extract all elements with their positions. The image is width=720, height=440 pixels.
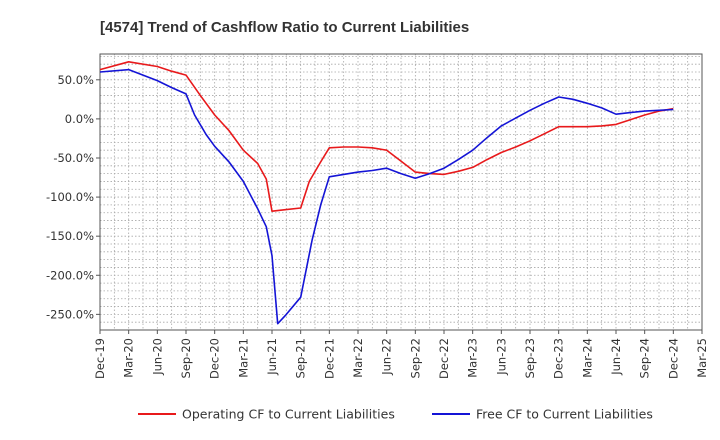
series-line-2: [99, 68, 674, 325]
x-tick-label: Dec-24: [666, 338, 680, 379]
y-tick-label: 50.0%: [57, 73, 94, 87]
y-tick-label: -100.0%: [46, 190, 94, 204]
x-tick-label: Dec-19: [93, 338, 107, 379]
x-tick-label: Sep-24: [638, 338, 652, 378]
plot-frame: [99, 53, 703, 331]
x-tick-label: Mar-24: [580, 338, 594, 378]
x-tick-label: Dec-23: [552, 338, 566, 379]
plot-area: 50.0% 0.0% -50.0% -100.0% -150.0% -200.0% -250…: [46, 53, 709, 379]
x-tick-label: Jun-20: [150, 338, 164, 376]
x-tick-label: Sep-21: [294, 338, 308, 378]
y-tick-label: -150.0%: [46, 229, 94, 243]
y-tick-label: -200.0%: [46, 268, 94, 282]
legend-label-1: Operating CF to Current Liabilities: [182, 407, 395, 422]
x-tick-label: Sep-23: [523, 338, 537, 378]
x-tick-label: Jun-23: [494, 338, 508, 376]
series-line-1: [99, 60, 674, 212]
x-tick-label: Sep-20: [179, 338, 193, 378]
x-tick-label: Jun-21: [265, 338, 279, 376]
legend-label-2: Free CF to Current Liabilities: [476, 407, 653, 422]
x-tick-label: Jun-22: [380, 338, 394, 376]
x-tick-label: Jun-24: [609, 338, 623, 376]
x-tick-label: Dec-21: [322, 338, 336, 379]
chart-title: [4574] Trend of Cashflow Ratio to Curren…: [100, 19, 469, 36]
x-tick-label: Dec-20: [208, 338, 222, 379]
x-tick-label: Mar-21: [236, 338, 250, 378]
x-tick-label: Mar-20: [122, 338, 136, 378]
x-tick-label: Mar-25: [695, 338, 709, 378]
x-tick-label: Dec-22: [437, 338, 451, 379]
legend: Operating CF to Current Liabilities Free …: [138, 407, 653, 422]
y-tick-label: -250.0%: [46, 307, 94, 321]
y-tick-label: 0.0%: [65, 112, 94, 126]
x-tick-label: Mar-23: [466, 338, 480, 378]
x-tick-label: Sep-22: [408, 338, 422, 378]
x-tick-label: Mar-22: [351, 338, 365, 378]
y-tick-label: -50.0%: [53, 151, 94, 165]
